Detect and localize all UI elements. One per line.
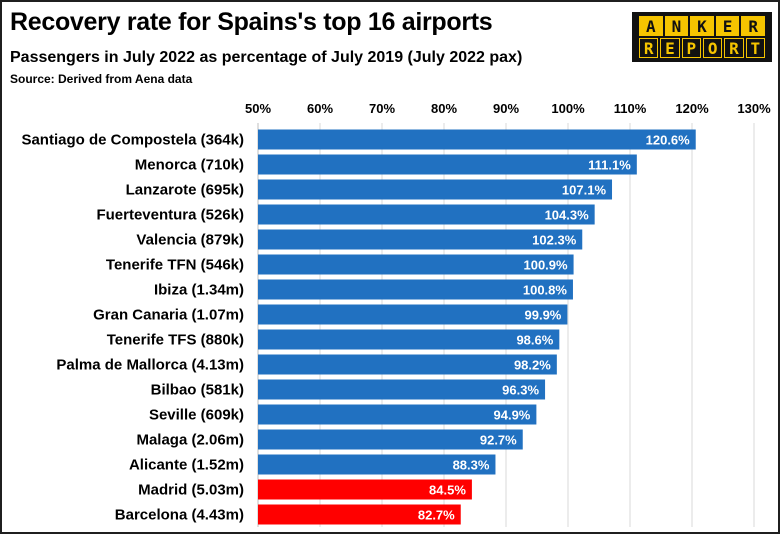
- bar: [258, 179, 613, 200]
- bar: [258, 479, 472, 500]
- chart-source: Source: Derived from Aena data: [10, 72, 193, 86]
- logo-line-2-letter: R: [639, 38, 659, 58]
- bar: [258, 504, 461, 525]
- category-label: Alicante (1.52m): [129, 457, 244, 474]
- bar: [258, 254, 574, 275]
- data-label: 111.1%: [588, 158, 631, 173]
- data-label: 100.9%: [523, 258, 568, 273]
- bar: [258, 279, 573, 300]
- x-tick-label: 70%: [369, 101, 395, 116]
- category-label: Malaga (2.06m): [136, 432, 244, 449]
- logo-line-2-letter: R: [724, 38, 744, 58]
- logo-line-2-letter: E: [660, 38, 680, 58]
- logo-line-1-letter: K: [690, 16, 714, 36]
- category-label: Valencia (879k): [136, 232, 244, 249]
- data-label: 99.9%: [525, 308, 562, 323]
- x-tick-label: 60%: [307, 101, 333, 116]
- category-label: Santiago de Compostela (364k): [21, 132, 244, 149]
- data-label: 88.3%: [453, 458, 490, 473]
- category-label: Bilbao (581k): [151, 382, 244, 399]
- category-label: Ibiza (1.34m): [154, 282, 244, 299]
- data-label: 84.5%: [429, 483, 466, 498]
- category-label: Madrid (5.03m): [138, 482, 244, 499]
- chart-subtitle: Passengers in July 2022 as percentage of…: [10, 49, 523, 66]
- bar: [258, 429, 523, 450]
- x-tick-label: 80%: [431, 101, 457, 116]
- logo-line-2-letter: O: [702, 38, 723, 58]
- category-label: Fuerteventura (526k): [96, 207, 244, 224]
- x-tick-label: 100%: [551, 101, 585, 116]
- data-label: 98.2%: [514, 358, 551, 373]
- category-label: Palma de Mallorca (4.13m): [56, 357, 244, 374]
- data-label: 100.8%: [523, 283, 568, 298]
- x-tick-label: 50%: [245, 101, 271, 116]
- bar: [258, 154, 637, 175]
- bar: [258, 304, 568, 325]
- category-label: Tenerife TFS (880k): [107, 332, 244, 349]
- data-label: 98.6%: [516, 333, 553, 348]
- logo-line-2-letter: P: [681, 38, 701, 58]
- logo-line-1-letter: N: [664, 16, 689, 36]
- data-label: 107.1%: [562, 183, 607, 198]
- bar: [258, 354, 557, 375]
- logo-line-2-letter: T: [745, 38, 765, 58]
- chart-title: Recovery rate for Spains's top 16 airpor…: [10, 8, 493, 36]
- data-label: 102.3%: [532, 233, 577, 248]
- bar: [258, 329, 560, 350]
- data-label: 104.3%: [545, 208, 590, 223]
- category-label: Barcelona (4.43m): [115, 507, 244, 524]
- logo-line-1-letter: R: [741, 16, 765, 36]
- category-label: Gran Canaria (1.07m): [93, 307, 244, 324]
- data-label: 82.7%: [418, 508, 455, 523]
- bar: [258, 379, 546, 400]
- data-label: 96.3%: [502, 383, 539, 398]
- bar: [258, 129, 696, 150]
- category-label: Tenerife TFN (546k): [106, 257, 244, 274]
- x-tick-label: 120%: [675, 101, 709, 116]
- data-label: 94.9%: [494, 408, 531, 423]
- bar: [258, 229, 583, 250]
- data-label: 92.7%: [480, 433, 517, 448]
- logo-line-1-letter: A: [639, 16, 663, 36]
- category-label: Menorca (710k): [135, 157, 244, 174]
- logo-line-1-letter: E: [715, 16, 740, 36]
- x-tick-label: 110%: [614, 101, 647, 116]
- category-label: Lanzarote (695k): [126, 182, 244, 199]
- category-label: Seville (609k): [149, 407, 244, 424]
- bar: [258, 454, 496, 475]
- bar: [258, 204, 595, 225]
- data-label: 120.6%: [646, 133, 691, 148]
- x-tick-label: 130%: [737, 101, 771, 116]
- x-tick-label: 90%: [493, 101, 519, 116]
- bar: [258, 404, 537, 425]
